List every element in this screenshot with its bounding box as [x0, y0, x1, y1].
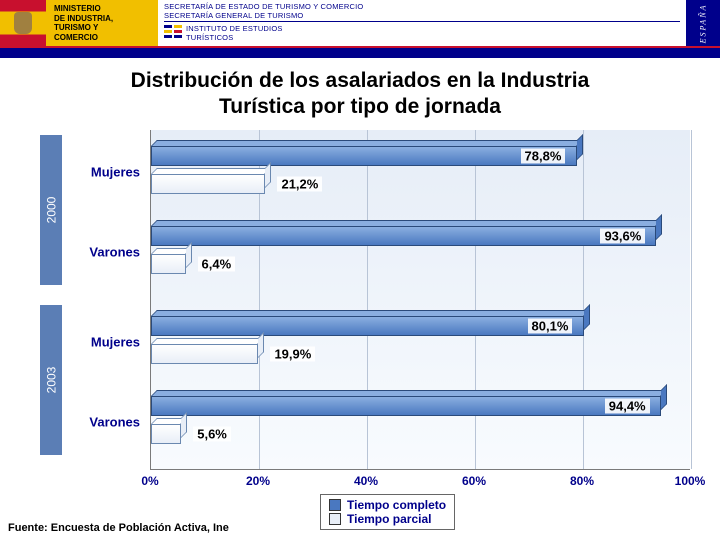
x-tick-label: 60%	[462, 474, 486, 488]
source-text: Fuente: Encuesta de Población Activa, In…	[8, 522, 229, 534]
legend-swatch-completo	[329, 499, 341, 511]
ministry-block: MINISTERIO DE INDUSTRIA, TURISMO Y COMER…	[46, 0, 158, 46]
ministry-line: DE INDUSTRIA,	[54, 14, 150, 24]
bar-top-face	[151, 310, 590, 316]
category-label: Mujeres	[70, 165, 140, 180]
ministry-line: MINISTERIO	[54, 4, 150, 14]
value-label: 78,8%	[521, 149, 566, 164]
bar-face	[151, 226, 656, 246]
x-tick-label: 20%	[246, 474, 270, 488]
bar-side-face	[661, 384, 667, 410]
bar-top-face	[151, 140, 583, 146]
bar-side-face	[186, 242, 192, 268]
bar-top-face	[151, 168, 271, 174]
espana-text: ESPAÑA	[699, 3, 708, 43]
institute-logo-icon	[164, 25, 182, 41]
bar-side-face	[265, 162, 271, 188]
secretary-line: SECRETARÍA GENERAL DE TURISMO	[164, 11, 680, 20]
bar	[151, 254, 186, 280]
ministry-line: COMERCIO	[54, 33, 150, 43]
year-label: 2000	[44, 197, 58, 224]
value-label: 5,6%	[193, 427, 231, 442]
legend-label: Tiempo parcial	[347, 512, 431, 526]
gridline	[691, 130, 692, 469]
title-line: Turística por tipo de jornada	[219, 95, 501, 118]
year-tab: 2003	[40, 305, 62, 455]
value-label: 6,4%	[198, 257, 236, 272]
x-tick-label: 40%	[354, 474, 378, 488]
category-label: Mujeres	[70, 335, 140, 350]
category-label: Varones	[70, 245, 140, 260]
institute-line: INSTITUTO DE ESTUDIOS	[186, 24, 283, 33]
bar-face	[151, 174, 265, 194]
x-tick-label: 0%	[141, 474, 158, 488]
page-title: Distribución de los asalariados en la In…	[0, 58, 720, 127]
bar-face	[151, 344, 258, 364]
value-label: 94,4%	[605, 399, 650, 414]
header: MINISTERIO DE INDUSTRIA, TURISMO Y COMER…	[0, 0, 720, 46]
value-label: 19,9%	[270, 347, 315, 362]
plot-area: 78,8% 21,2% 93,6% 6,4% 80,1% 19,9% 94,4% 5,6%	[150, 130, 690, 470]
bar-side-face	[577, 134, 583, 160]
bar-top-face	[151, 220, 662, 226]
bar	[151, 396, 661, 422]
year-label: 2003	[44, 367, 58, 394]
value-label: 93,6%	[600, 229, 645, 244]
bar-side-face	[258, 332, 264, 358]
secretary-block: SECRETARÍA DE ESTADO DE TURISMO Y COMERC…	[158, 0, 686, 46]
value-label: 80,1%	[528, 319, 573, 334]
ministry-line: TURISMO Y	[54, 23, 150, 33]
bar	[151, 174, 265, 200]
x-tick-label: 100%	[675, 474, 706, 488]
bar-side-face	[584, 304, 590, 330]
institute-line: TURÍSTICOS	[186, 33, 283, 42]
legend-swatch-parcial	[329, 513, 341, 525]
bar-side-face	[656, 214, 662, 240]
bar	[151, 344, 258, 370]
bar-face	[151, 396, 661, 416]
spain-coat-of-arms-icon	[0, 0, 46, 46]
bar-side-face	[181, 412, 187, 438]
rule-navy	[0, 48, 720, 58]
legend-label: Tiempo completo	[347, 498, 446, 512]
bar-top-face	[151, 338, 264, 344]
legend: Tiempo completo Tiempo parcial	[320, 494, 455, 530]
category-label: Varones	[70, 415, 140, 430]
bar-face	[151, 424, 181, 444]
title-line: Distribución de los asalariados en la In…	[131, 69, 590, 92]
year-tab: 2000	[40, 135, 62, 285]
bar-face	[151, 254, 186, 274]
x-tick-label: 80%	[570, 474, 594, 488]
espana-block: ESPAÑA	[686, 0, 720, 46]
value-label: 21,2%	[277, 177, 322, 192]
chart: 78,8%21,2%93,6%6,4%80,1%19,9%94,4%5,6% T…	[40, 130, 700, 500]
bar	[151, 226, 656, 252]
bar-face	[151, 316, 584, 336]
bar-face	[151, 146, 577, 166]
bar-top-face	[151, 390, 667, 396]
secretary-line: SECRETARÍA DE ESTADO DE TURISMO Y COMERC…	[164, 2, 680, 11]
bar	[151, 424, 181, 450]
